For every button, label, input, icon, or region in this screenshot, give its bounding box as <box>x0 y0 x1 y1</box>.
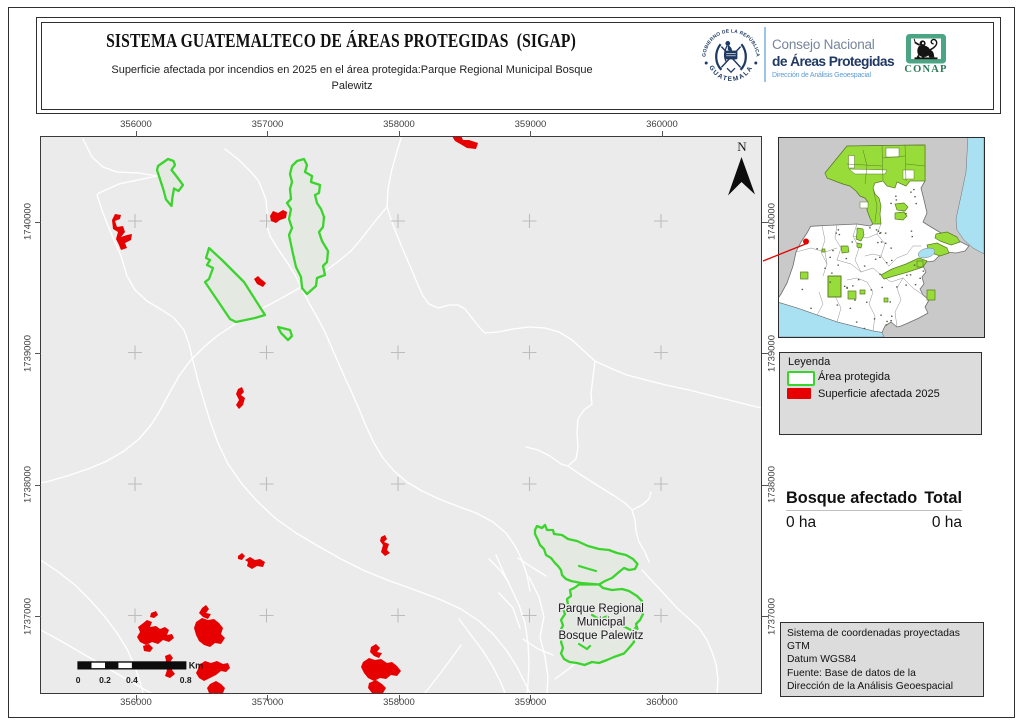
svg-text:0.2: 0.2 <box>99 675 111 685</box>
svg-text:Municipal: Municipal <box>577 617 626 629</box>
svg-text:0.8: 0.8 <box>180 675 192 685</box>
svg-text:CONAP: CONAP <box>905 64 947 75</box>
svg-text:0.4: 0.4 <box>126 675 138 685</box>
svg-text:GUATEMALA: GUATEMALA <box>707 64 755 83</box>
svg-text:0: 0 <box>76 675 81 685</box>
svg-text:N: N <box>738 139 748 154</box>
svg-text:Parque Regional: Parque Regional <box>559 603 645 615</box>
svg-text:Km: Km <box>189 661 204 671</box>
svg-text:Bosque Palewitz: Bosque Palewitz <box>559 630 644 642</box>
